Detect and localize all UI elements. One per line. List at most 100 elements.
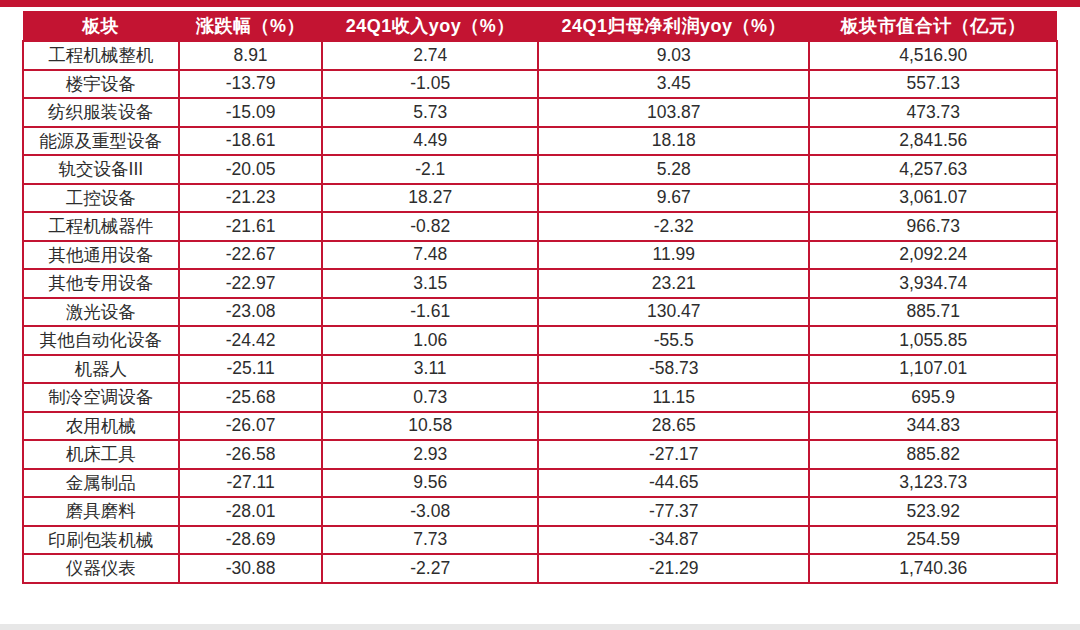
value-cell: 4,257.63 [809,155,1057,184]
value-cell: -3.08 [322,497,538,526]
sector-cell: 工程机械整机 [23,41,179,70]
value-cell: -18.61 [179,127,323,156]
value-cell: -30.88 [179,554,323,583]
table-row: 能源及重型设备-18.614.4918.182,841.56 [23,127,1057,156]
value-cell: 9.03 [538,41,809,70]
value-cell: -22.67 [179,241,323,270]
value-cell: 4,516.90 [809,41,1057,70]
table-body: 工程机械整机8.912.749.034,516.90楼宇设备-13.79-1.0… [23,41,1057,583]
value-cell: -25.11 [179,355,323,384]
value-cell: -20.05 [179,155,323,184]
value-cell: 9.56 [322,469,538,498]
value-cell: 7.48 [322,241,538,270]
value-cell: -2.1 [322,155,538,184]
table-row: 机床工具-26.582.93-27.17885.82 [23,440,1057,469]
column-header-0: 板块 [23,11,179,41]
table-row: 工控设备-21.2318.279.673,061.07 [23,184,1057,213]
sector-cell: 磨具磨料 [23,497,179,526]
value-cell: -55.5 [538,326,809,355]
value-cell: -26.58 [179,440,323,469]
value-cell: -28.69 [179,526,323,555]
table-row: 制冷空调设备-25.680.7311.15695.9 [23,383,1057,412]
table-row: 工程机械器件-21.61-0.82-2.32966.73 [23,212,1057,241]
value-cell: -28.01 [179,497,323,526]
value-cell: 1,055.85 [809,326,1057,355]
sector-cell: 工程机械器件 [23,212,179,241]
value-cell: 1.06 [322,326,538,355]
value-cell: -1.61 [322,298,538,327]
sector-cell: 仪器仪表 [23,554,179,583]
sector-cell: 能源及重型设备 [23,127,179,156]
value-cell: 523.92 [809,497,1057,526]
value-cell: -44.65 [538,469,809,498]
table-row: 激光设备-23.08-1.61130.47885.71 [23,298,1057,327]
value-cell: 5.28 [538,155,809,184]
value-cell: 2.74 [322,41,538,70]
value-cell: 966.73 [809,212,1057,241]
value-cell: -27.17 [538,440,809,469]
sector-cell: 工控设备 [23,184,179,213]
value-cell: 28.65 [538,412,809,441]
sector-cell: 其他专用设备 [23,269,179,298]
sector-cell: 其他通用设备 [23,241,179,270]
value-cell: 885.82 [809,440,1057,469]
value-cell: -0.82 [322,212,538,241]
value-cell: 18.18 [538,127,809,156]
value-cell: 2.93 [322,440,538,469]
value-cell: 1,740.36 [809,554,1057,583]
value-cell: -77.37 [538,497,809,526]
sector-cell: 机床工具 [23,440,179,469]
value-cell: 4.49 [322,127,538,156]
table-row: 其他通用设备-22.677.4811.992,092.24 [23,241,1057,270]
value-cell: -24.42 [179,326,323,355]
value-cell: 11.99 [538,241,809,270]
value-cell: -21.23 [179,184,323,213]
value-cell: -23.08 [179,298,323,327]
table-row: 金属制品-27.119.56-44.653,123.73 [23,469,1057,498]
column-header-4: 板块市值合计（亿元） [809,11,1057,41]
value-cell: -2.32 [538,212,809,241]
sector-cell: 金属制品 [23,469,179,498]
value-cell: -22.97 [179,269,323,298]
value-cell: -58.73 [538,355,809,384]
value-cell: -26.07 [179,412,323,441]
value-cell: 18.27 [322,184,538,213]
table-header: 板块涨跌幅（%）24Q1收入yoy（%）24Q1归母净利润yoy（%）板块市值合… [23,11,1057,41]
sector-cell: 制冷空调设备 [23,383,179,412]
sector-cell: 机器人 [23,355,179,384]
value-cell: 695.9 [809,383,1057,412]
table-row: 楼宇设备-13.79-1.053.45557.13 [23,70,1057,99]
value-cell: 7.73 [322,526,538,555]
table-row: 农用机械-26.0710.5828.65344.83 [23,412,1057,441]
sector-cell: 印刷包装机械 [23,526,179,555]
value-cell: 885.71 [809,298,1057,327]
value-cell: 254.59 [809,526,1057,555]
value-cell: 5.73 [322,98,538,127]
table-row: 仪器仪表-30.88-2.27-21.291,740.36 [23,554,1057,583]
value-cell: 11.15 [538,383,809,412]
value-cell: 103.87 [538,98,809,127]
value-cell: 3,123.73 [809,469,1057,498]
value-cell: -21.61 [179,212,323,241]
value-cell: -15.09 [179,98,323,127]
table-row: 工程机械整机8.912.749.034,516.90 [23,41,1057,70]
table-row: 纺织服装设备-15.095.73103.87473.73 [23,98,1057,127]
sector-cell: 农用机械 [23,412,179,441]
value-cell: -25.68 [179,383,323,412]
value-cell: 1,107.01 [809,355,1057,384]
value-cell: 23.21 [538,269,809,298]
value-cell: 0.73 [322,383,538,412]
value-cell: 8.91 [179,41,323,70]
bottom-edge-strip [0,624,1080,630]
value-cell: 473.73 [809,98,1057,127]
column-header-1: 涨跌幅（%） [179,11,323,41]
value-cell: -27.11 [179,469,323,498]
value-cell: 2,092.24 [809,241,1057,270]
table-header-row: 板块涨跌幅（%）24Q1收入yoy（%）24Q1归母净利润yoy（%）板块市值合… [23,11,1057,41]
sector-cell: 激光设备 [23,298,179,327]
value-cell: -1.05 [322,70,538,99]
value-cell: 3.15 [322,269,538,298]
sector-table-container: 板块涨跌幅（%）24Q1收入yoy（%）24Q1归母净利润yoy（%）板块市值合… [22,11,1058,584]
column-header-3: 24Q1归母净利润yoy（%） [538,11,809,41]
sector-cell: 楼宇设备 [23,70,179,99]
